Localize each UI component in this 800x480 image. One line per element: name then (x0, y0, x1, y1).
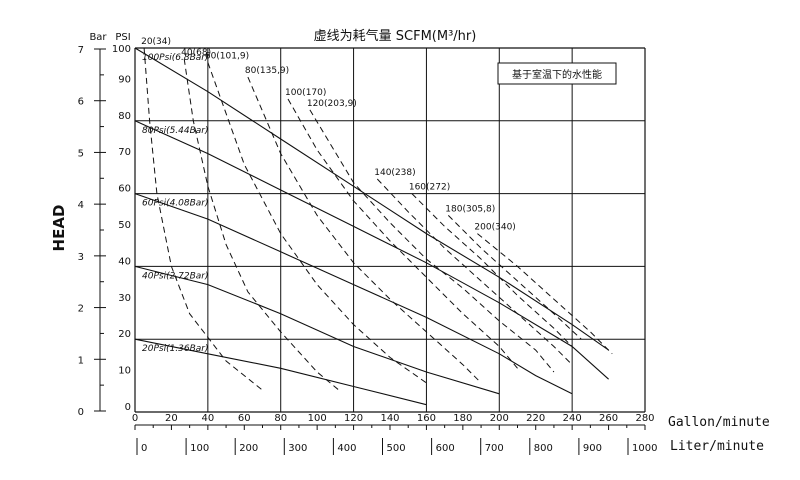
pressure-curve (134, 47, 609, 351)
gpm-axis: 0 20 40 60 80 100 120 140 160 180 200 220 240 260 280 (132, 413, 655, 430)
pressure-curves: 100Psi(6.8Bar) 80Psi(5.44Bar) 60Psi(4.08Ba… (134, 47, 609, 406)
air-line-label: 20(34) (141, 37, 171, 47)
bar-tick-label: 7 (78, 45, 84, 56)
psi-tick-label: 50 (118, 220, 131, 231)
air-line-label: 40(68) (181, 48, 211, 58)
pressure-curve-label: 40Psi(2.72Bar) (142, 271, 209, 281)
x-axis-title-lpm: Liter/minute (670, 439, 764, 454)
air-line (411, 193, 573, 347)
pressure-curve-label: 80Psi(5.44Bar) (142, 126, 209, 136)
air-line (309, 109, 555, 373)
pressure-curve (134, 193, 573, 395)
gpm-tick-label: 180 (453, 413, 472, 424)
air-consumption-lines: 20(34) 40(68)60(101,9) 80(135,9) 100(170)12… (141, 37, 613, 391)
gpm-tick-label: 80 (274, 413, 287, 424)
air-line (247, 76, 482, 384)
lpm-tick-label: 0 (141, 443, 147, 454)
pressure-curve (134, 338, 427, 406)
air-line-label: 200(340) (474, 223, 515, 233)
gpm-tick-label: 140 (380, 413, 399, 424)
pressure-curve (134, 120, 609, 380)
gpm-tick-label: 260 (599, 413, 618, 424)
gpm-tick-label: 240 (563, 413, 582, 424)
lpm-axis: 0 100 200 300 400 500 600 700 800 900 1000 (136, 438, 657, 455)
psi-tick-label: 20 (118, 329, 131, 340)
lpm-tick-label: 1000 (632, 443, 657, 454)
bar-tick-label: 6 (78, 97, 84, 108)
psi-tick-label: 40 (118, 256, 131, 267)
gpm-tick-label: 120 (344, 413, 363, 424)
lpm-tick-label: 400 (337, 443, 356, 454)
psi-tick-label: 80 (118, 111, 131, 122)
bar-tick-label: 1 (78, 355, 84, 366)
air-line-label: 80(135,9) (245, 66, 289, 76)
air-line (447, 215, 582, 340)
air-line (183, 58, 340, 391)
lpm-tick-label: 200 (239, 443, 258, 454)
bar-axis-label: Bar (89, 32, 107, 43)
air-line-label: 100(170) (285, 88, 326, 98)
note-box (497, 62, 617, 85)
bar-tick-label: 0 (78, 407, 84, 418)
air-line-label: 60(101,9) (205, 52, 249, 62)
bar-tick-label: 4 (78, 200, 84, 211)
lpm-tick-label: 500 (387, 443, 406, 454)
psi-axis-label: PSI (115, 32, 130, 43)
psi-tick-label: 90 (118, 74, 131, 85)
gpm-tick-label: 280 (635, 413, 654, 424)
lpm-tick-label: 700 (485, 443, 504, 454)
bar-tick-label: 3 (78, 252, 84, 263)
pressure-curve-label: 60Psi(4.08Bar) (142, 199, 209, 209)
note-text: 基于室温下的水性能 (512, 68, 602, 81)
psi-tick-label: 100 (112, 44, 131, 55)
gpm-tick-label: 200 (490, 413, 509, 424)
pressure-curve-label: 20Psi(1.36Bar) (142, 344, 209, 354)
lpm-tick-label: 800 (534, 443, 553, 454)
bar-tick-label: 2 (78, 304, 84, 315)
air-line (143, 47, 263, 391)
gpm-tick-label: 20 (165, 413, 178, 424)
air-line (376, 178, 573, 366)
psi-tick-labels: 0 10 20 30 40 50 60 70 80 90 100 (112, 44, 131, 413)
lpm-tick-label: 300 (288, 443, 307, 454)
lpm-tick-label: 900 (583, 443, 602, 454)
lpm-tick-label: 600 (436, 443, 455, 454)
pressure-curve (134, 265, 500, 395)
chart-title: 虚线为耗气量 SCFM(M³/hr) (314, 28, 477, 44)
psi-tick-label: 10 (118, 366, 131, 377)
lpm-tick-label: 100 (190, 443, 209, 454)
gpm-tick-label: 40 (201, 413, 214, 424)
air-line (477, 233, 613, 355)
psi-tick-label: 70 (118, 147, 131, 158)
air-line-label: 160(272) (409, 183, 450, 193)
air-line (287, 98, 518, 369)
bar-tick-label: 5 (78, 148, 84, 159)
psi-tick-label: 60 (118, 184, 131, 195)
gpm-tick-label: 100 (308, 413, 327, 424)
gpm-tick-label: 220 (526, 413, 545, 424)
x-axis-title-gpm: Gallon/minute (668, 415, 770, 430)
air-line (207, 62, 427, 384)
y-axis-title: HEAD (50, 205, 68, 252)
bar-axis: 0 1 2 3 4 5 6 7 (78, 45, 106, 418)
psi-tick-label: 0 (125, 402, 131, 413)
air-line-label: 140(238) (374, 168, 415, 178)
air-line-label: 120(203,9) (307, 99, 357, 109)
air-line-label: 180(305,8) (445, 204, 495, 214)
pressure-curve-label: 100Psi(6.8Bar) (142, 53, 209, 63)
gpm-tick-label: 60 (238, 413, 251, 424)
gpm-tick-label: 160 (417, 413, 436, 424)
psi-tick-label: 30 (118, 293, 131, 304)
gpm-tick-label: 0 (132, 413, 138, 424)
